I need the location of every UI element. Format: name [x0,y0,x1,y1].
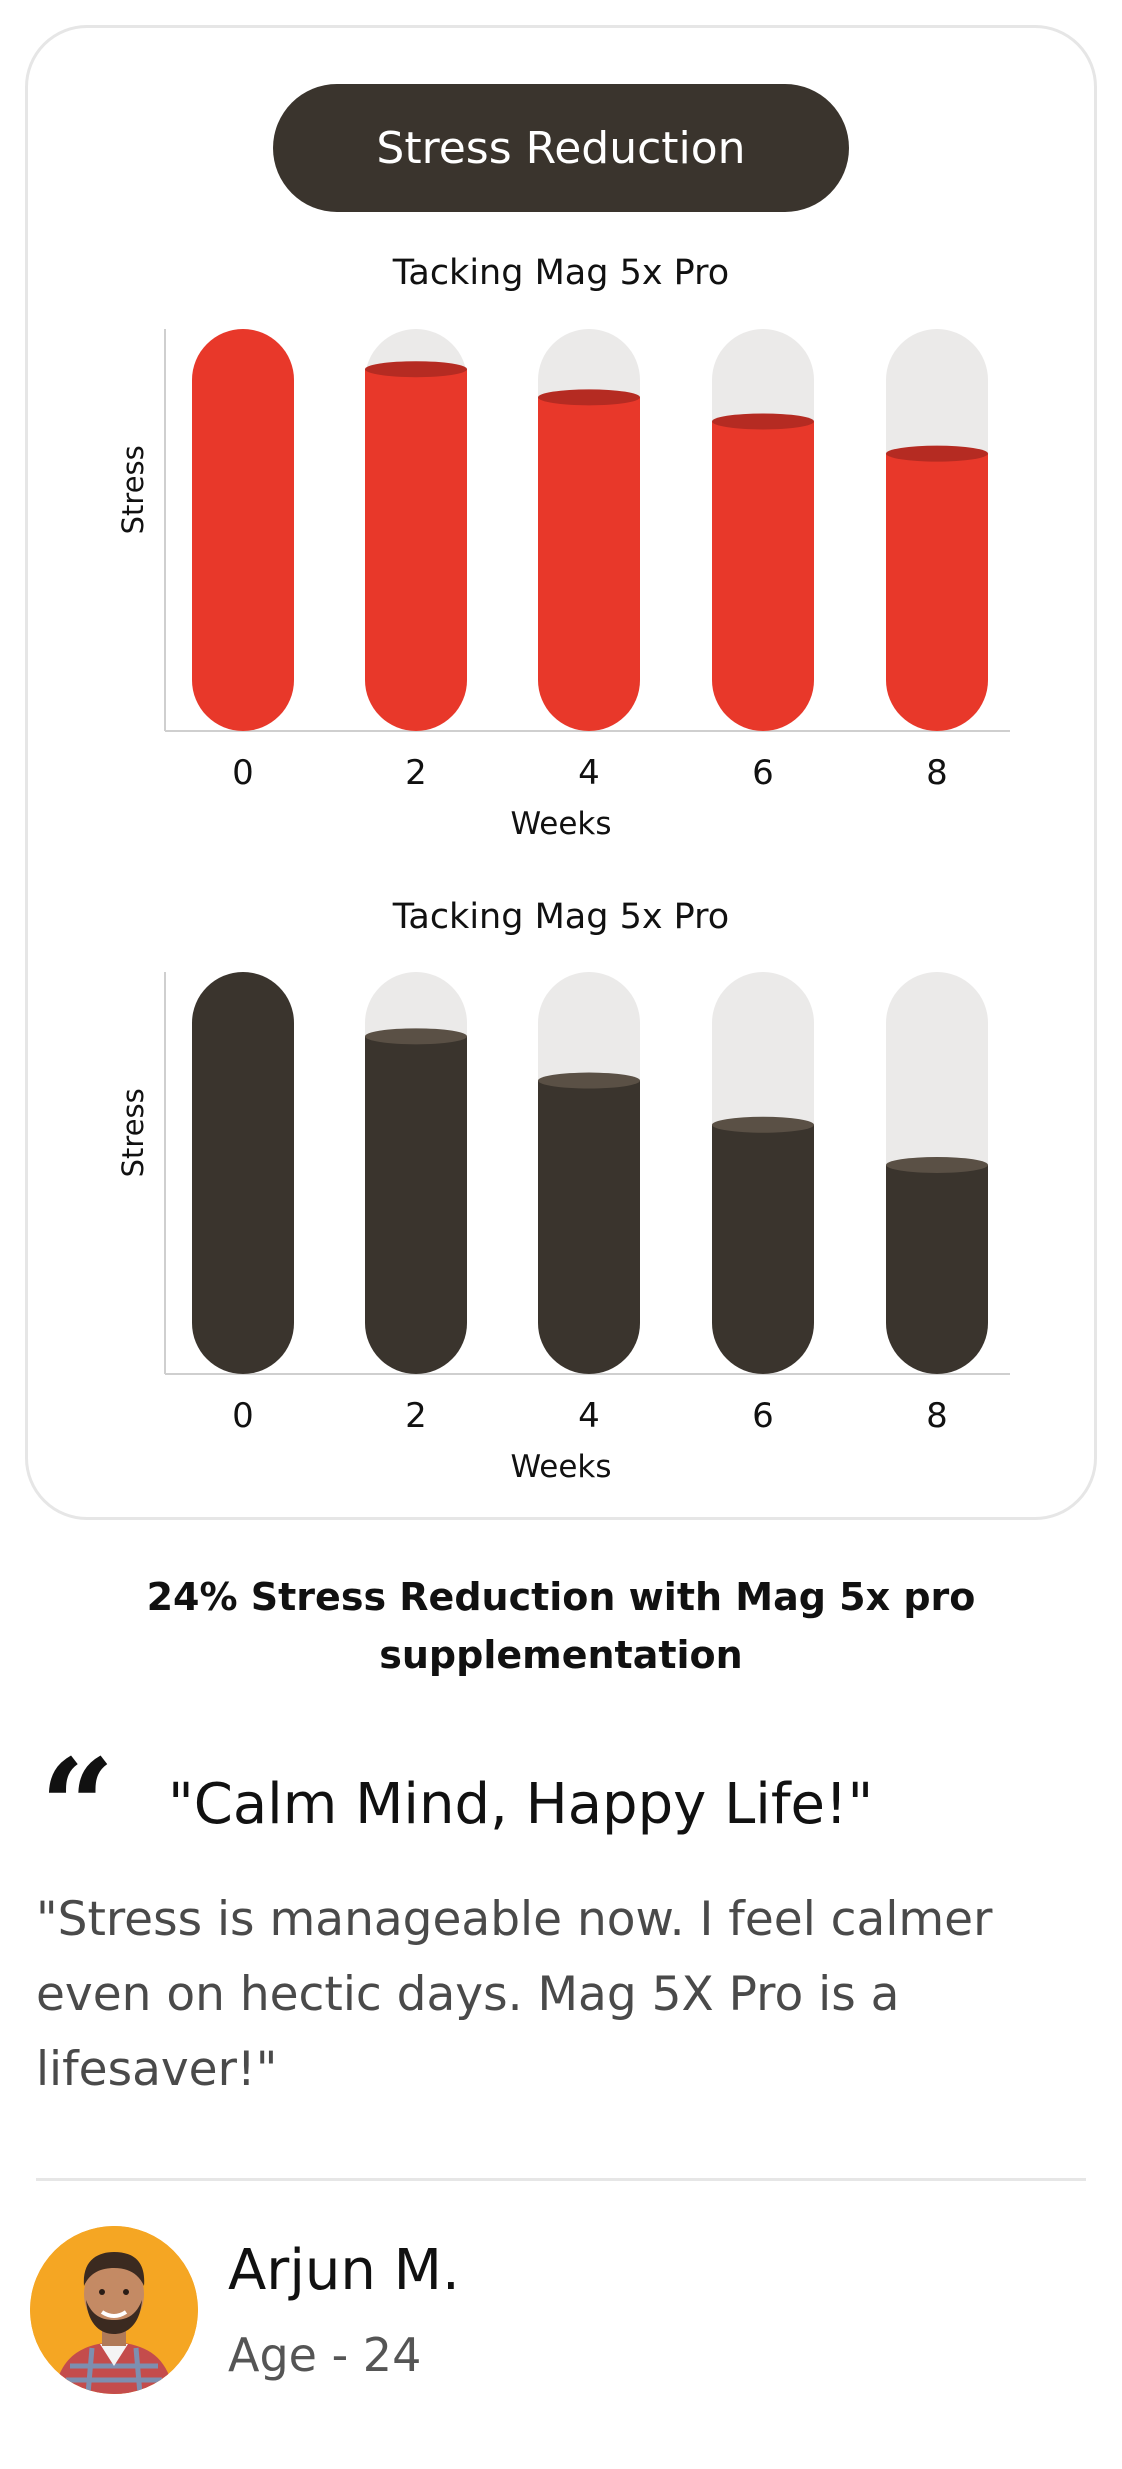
x-tick-label: 2 [405,753,427,793]
x-axis-label: Weeks [510,1449,611,1485]
x-tick-label: 0 [232,753,254,793]
chart-2-title: Tacking Mag 5x Pro [392,897,730,937]
x-tick-label: 8 [926,1396,948,1436]
bar-0 [192,329,294,731]
bar-4 [538,1080,640,1374]
y-axis-label: Stress [116,1088,150,1177]
bar-top-4 [538,1072,640,1089]
author-age: Age - 24 [228,2328,422,2382]
bar-2 [365,1036,467,1374]
quote-icon: “ [40,1730,115,1883]
bar-8 [886,453,988,731]
x-tick-label: 4 [578,1396,600,1436]
bar-8 [886,1164,988,1374]
section-title-pill: Stress Reduction [273,84,849,212]
avatar [30,2226,198,2394]
bar-top-8 [886,445,988,462]
stress-chart-dark: 0 2 4 6 8 Weeks Stress [116,972,1010,1485]
x-tick-label: 6 [752,1396,774,1436]
x-axis-label: Weeks [510,806,611,842]
summary-headline: 24% Stress Reduction with Mag 5x pro sup… [146,1575,976,1677]
bar-6 [712,1124,814,1374]
testimonial-body: "Stress is manageable now. I feel calmer… [36,1892,993,2097]
stress-chart-red: 0 2 4 6 8 Weeks Stress [116,329,1010,842]
bar-6 [712,421,814,731]
bar-top-4 [538,389,640,406]
chart-1-title: Tacking Mag 5x Pro [392,253,730,293]
y-axis-label: Stress [116,445,150,534]
bar-top-2 [365,1028,467,1045]
testimonial-title: "Calm Mind, Happy Life!" [168,1772,874,1837]
x-tick-label: 4 [578,753,600,793]
x-tick-label: 8 [926,753,948,793]
bar-0 [192,972,294,1374]
person-avatar-icon [30,2226,198,2394]
x-tick-label: 0 [232,1396,254,1436]
bar-top-6 [712,1116,814,1133]
author-name: Arjun M. [228,2238,460,2303]
bar-top-8 [886,1156,988,1173]
x-tick-label: 6 [752,753,774,793]
bar-top-2 [365,361,467,378]
divider [36,2178,1086,2181]
bar-2 [365,369,467,731]
bar-top-6 [712,413,814,430]
bar-4 [538,397,640,731]
x-tick-label: 2 [405,1396,427,1436]
